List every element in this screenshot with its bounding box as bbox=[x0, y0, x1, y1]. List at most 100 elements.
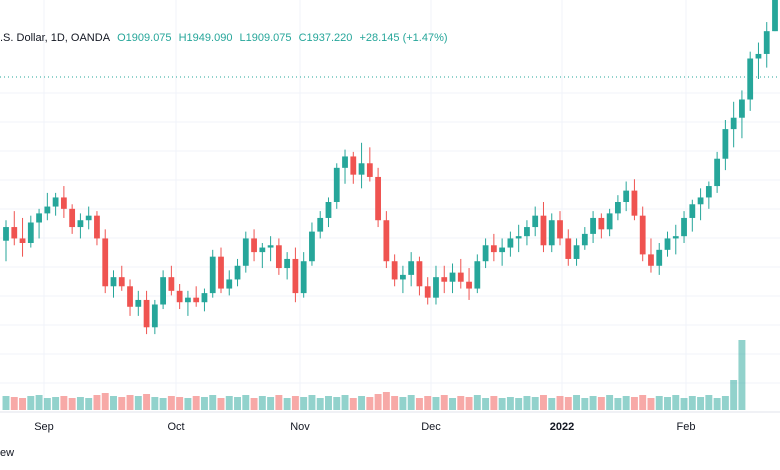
close-value: C1937.220 bbox=[298, 32, 353, 44]
volume-bar bbox=[664, 397, 671, 410]
volume-bar bbox=[589, 396, 597, 410]
candle-body bbox=[681, 217, 687, 237]
candle-body bbox=[366, 163, 373, 177]
candle-body bbox=[160, 277, 167, 305]
x-axis-tick-label: Oct bbox=[167, 421, 184, 433]
volume-bar bbox=[432, 397, 440, 410]
volume-bar bbox=[93, 395, 101, 410]
x-axis-tick-label: Dec bbox=[421, 421, 441, 433]
candle-body bbox=[714, 158, 721, 187]
candle-body bbox=[573, 245, 580, 259]
candle-body bbox=[581, 233, 588, 246]
candle-body bbox=[284, 258, 291, 269]
candle-body bbox=[515, 236, 522, 239]
volume-bar bbox=[341, 395, 349, 410]
volume-bar bbox=[655, 396, 663, 410]
candle-body bbox=[27, 222, 34, 243]
candle-body bbox=[697, 197, 704, 205]
volume-bar bbox=[101, 393, 109, 410]
volume-bar bbox=[250, 398, 258, 410]
candle-body bbox=[234, 265, 241, 280]
volume-bar bbox=[349, 398, 357, 410]
volume-bar bbox=[242, 395, 250, 410]
candle-body bbox=[383, 220, 390, 262]
volume-bar bbox=[316, 398, 324, 410]
candle-body bbox=[375, 176, 381, 221]
volume-bar bbox=[68, 398, 76, 410]
symbol-label: .S. Dollar, 1D, OANDA bbox=[0, 32, 111, 44]
volume-bar bbox=[531, 397, 539, 410]
candle-body bbox=[218, 256, 224, 289]
volume-bar bbox=[738, 340, 746, 410]
x-axis-tick-label: Feb bbox=[677, 421, 696, 433]
candle-body bbox=[747, 58, 754, 100]
candle-body bbox=[94, 215, 100, 239]
high-value: H1949.090 bbox=[178, 32, 233, 44]
candle-body bbox=[565, 238, 572, 259]
volume-bar bbox=[606, 395, 614, 410]
volume-bar bbox=[482, 398, 490, 410]
candle-body bbox=[325, 202, 332, 218]
candle-body bbox=[590, 217, 596, 234]
volume-bar bbox=[407, 395, 415, 410]
candle-body bbox=[449, 272, 456, 282]
candle-body bbox=[433, 277, 439, 298]
candle-body bbox=[689, 204, 696, 218]
candle-body bbox=[532, 215, 539, 228]
candle-body bbox=[441, 277, 448, 282]
candle-body bbox=[3, 227, 9, 241]
open-value: O1909.075 bbox=[117, 32, 172, 44]
volume-bar bbox=[457, 396, 465, 410]
volume-bar bbox=[688, 396, 696, 410]
volume-bar bbox=[630, 397, 638, 410]
volume-bar bbox=[291, 396, 299, 410]
candle-body bbox=[342, 156, 348, 168]
candle-body bbox=[69, 208, 76, 228]
volume-bar bbox=[639, 395, 647, 410]
candle-body bbox=[424, 286, 431, 298]
candle-body bbox=[209, 256, 216, 294]
volume-bar bbox=[705, 395, 713, 410]
candle-body bbox=[739, 99, 745, 118]
candle-body bbox=[333, 167, 340, 202]
candle-body bbox=[664, 238, 671, 250]
candle-body bbox=[631, 190, 638, 216]
volume-bar bbox=[647, 398, 655, 410]
volume-bar bbox=[43, 398, 51, 410]
candle-body bbox=[606, 213, 613, 230]
x-axis-tick-label: Nov bbox=[290, 421, 310, 433]
candle-body bbox=[482, 245, 489, 262]
volume-bar bbox=[118, 397, 126, 410]
volume-bar bbox=[581, 398, 589, 410]
candle-body bbox=[350, 156, 357, 175]
x-axis-tick-label: Sep bbox=[34, 421, 54, 433]
volume-bar bbox=[176, 397, 184, 410]
candle-body bbox=[110, 277, 117, 287]
volume-bar bbox=[333, 397, 341, 410]
candle-body bbox=[151, 304, 158, 328]
volume-bar bbox=[35, 395, 43, 410]
candle-body bbox=[705, 186, 712, 198]
candle-body bbox=[524, 227, 530, 237]
volume-bar bbox=[217, 398, 225, 410]
volume-bar bbox=[523, 396, 531, 410]
x-axis-tick-label: 2022 bbox=[550, 421, 574, 433]
candle-body bbox=[763, 31, 770, 54]
volume-bar bbox=[52, 397, 60, 410]
candle-body bbox=[557, 220, 563, 239]
candle-body bbox=[309, 231, 315, 262]
candle-body bbox=[614, 202, 621, 214]
candle-body bbox=[259, 247, 266, 253]
candle-body bbox=[772, 0, 778, 32]
volume-bar bbox=[498, 398, 506, 410]
candle-body bbox=[408, 261, 415, 275]
candle-body bbox=[598, 217, 605, 230]
candle-body bbox=[127, 286, 133, 307]
volume-bar bbox=[564, 397, 572, 410]
volume-bar bbox=[548, 398, 556, 410]
candle-body bbox=[226, 279, 233, 289]
candle-body bbox=[77, 220, 84, 228]
volume-bar bbox=[167, 396, 175, 410]
chart-legend: .S. Dollar, 1D, OANDA O1909.075 H1949.09… bbox=[0, 32, 452, 44]
